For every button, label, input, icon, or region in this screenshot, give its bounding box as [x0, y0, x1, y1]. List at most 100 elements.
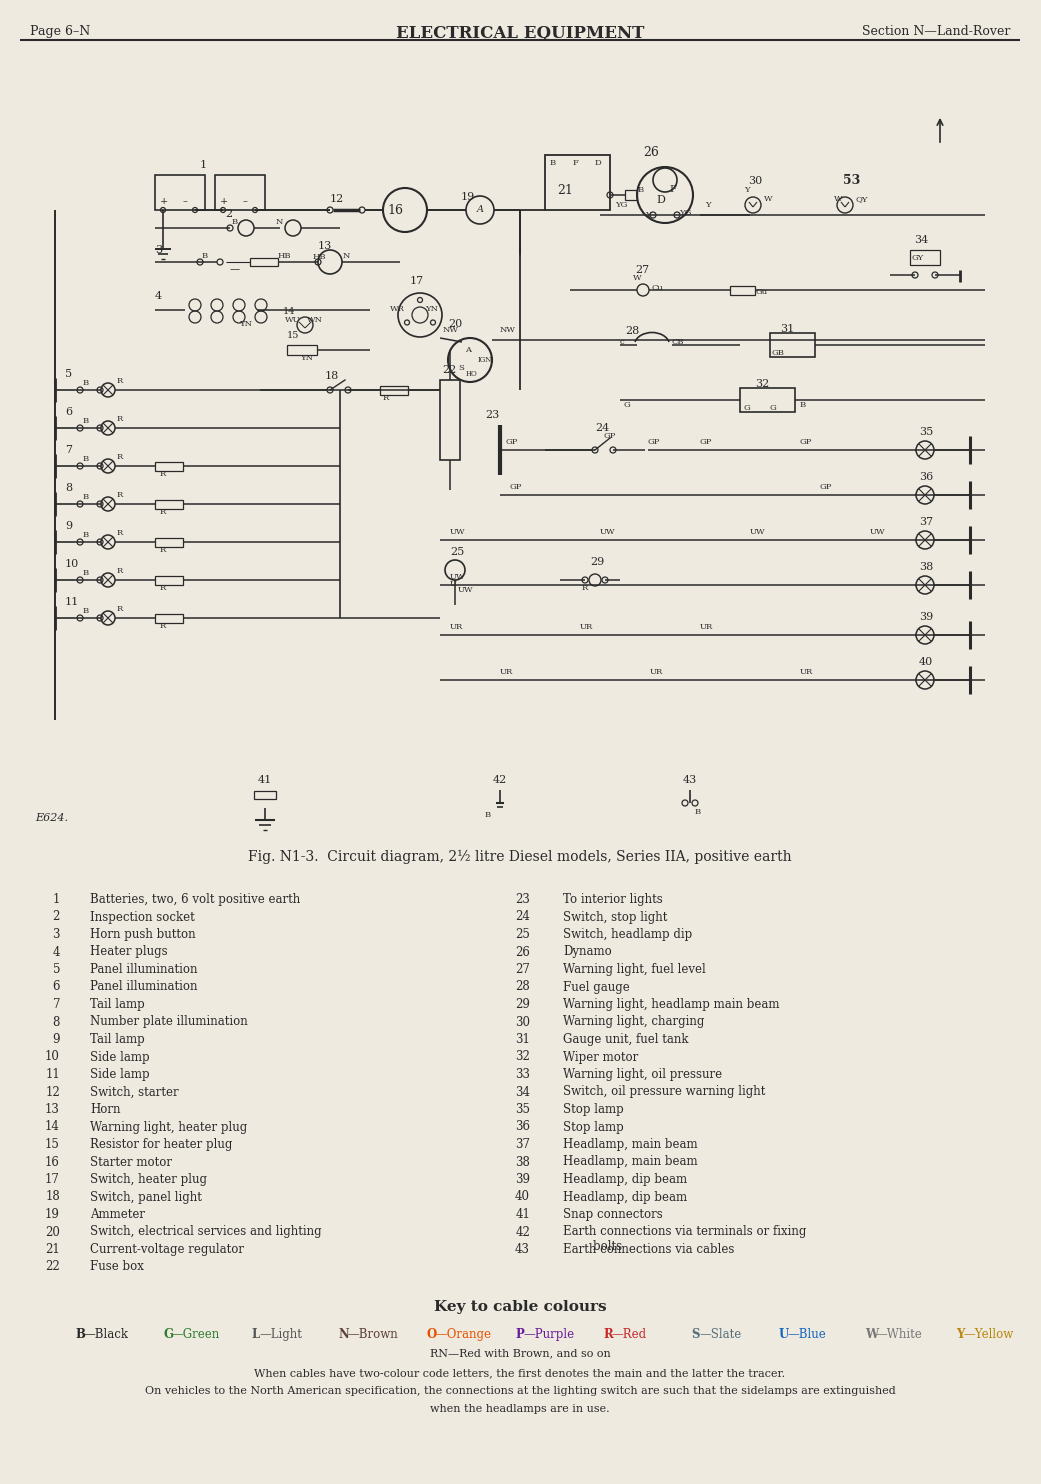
- Text: Starter motor: Starter motor: [90, 1156, 172, 1168]
- Text: Tail lamp: Tail lamp: [90, 999, 145, 1011]
- Text: 25: 25: [450, 548, 464, 556]
- Text: GP: GP: [603, 432, 615, 439]
- Text: Cu: Cu: [651, 283, 663, 292]
- Text: Inspection socket: Inspection socket: [90, 911, 195, 923]
- Text: W: W: [865, 1328, 879, 1342]
- Text: 10: 10: [65, 559, 79, 568]
- Text: +: +: [220, 197, 228, 206]
- Text: UR: UR: [580, 623, 593, 631]
- Text: –: –: [243, 197, 248, 206]
- Text: 41: 41: [258, 775, 272, 785]
- Text: 39: 39: [919, 611, 933, 622]
- Text: 14: 14: [45, 1120, 60, 1134]
- Text: —Purple: —Purple: [523, 1328, 575, 1342]
- Text: W: W: [633, 275, 641, 282]
- Text: —Brown: —Brown: [347, 1328, 398, 1342]
- Text: Wiper motor: Wiper motor: [563, 1051, 638, 1064]
- Text: L: L: [252, 1328, 260, 1342]
- Text: Switch, heater plug: Switch, heater plug: [90, 1172, 207, 1186]
- Text: 2: 2: [225, 209, 232, 220]
- Text: 31: 31: [780, 324, 794, 334]
- Text: 23: 23: [515, 893, 530, 907]
- Text: Warning light, charging: Warning light, charging: [563, 1015, 705, 1028]
- Text: U: U: [779, 1328, 789, 1342]
- Text: R: R: [117, 491, 123, 499]
- Text: 42: 42: [515, 1226, 530, 1239]
- Text: 6: 6: [52, 981, 60, 993]
- Text: 41: 41: [515, 1208, 530, 1221]
- Text: 31: 31: [515, 1033, 530, 1046]
- Text: Stop lamp: Stop lamp: [563, 1120, 624, 1134]
- Text: R: R: [117, 453, 123, 462]
- Text: S: S: [458, 364, 464, 372]
- Text: Switch, oil pressure warning light: Switch, oil pressure warning light: [563, 1085, 765, 1098]
- Text: GP: GP: [820, 482, 833, 491]
- Text: 1: 1: [53, 893, 60, 907]
- Text: CB: CB: [672, 338, 685, 346]
- Text: Key to cable colours: Key to cable colours: [434, 1300, 606, 1313]
- Text: A: A: [477, 205, 483, 215]
- Text: Y: Y: [645, 211, 651, 220]
- Text: HB: HB: [278, 252, 291, 260]
- Text: 14: 14: [283, 307, 296, 316]
- Text: B: B: [550, 159, 556, 168]
- Text: 20: 20: [45, 1226, 60, 1239]
- Bar: [250, 258, 278, 266]
- Text: Current-voltage regulator: Current-voltage regulator: [90, 1244, 244, 1255]
- Text: GB: GB: [772, 349, 785, 358]
- Bar: [380, 386, 408, 395]
- Text: 16: 16: [45, 1156, 60, 1168]
- Text: 3: 3: [52, 928, 60, 941]
- Text: YG: YG: [679, 209, 691, 217]
- Text: NW: NW: [500, 326, 516, 334]
- Text: GP: GP: [700, 438, 712, 447]
- Text: 26: 26: [643, 147, 659, 159]
- Text: when the headlamps are in use.: when the headlamps are in use.: [430, 1404, 610, 1414]
- Text: —Light: —Light: [259, 1328, 302, 1342]
- Text: Resistor for heater plug: Resistor for heater plug: [90, 1138, 232, 1152]
- Bar: [440, 380, 460, 460]
- Text: Heater plugs: Heater plugs: [90, 945, 168, 959]
- Text: Earth connections via terminals or fixing
        bolts: Earth connections via terminals or fixin…: [563, 1226, 807, 1254]
- Text: Headlamp, dip beam: Headlamp, dip beam: [563, 1190, 687, 1204]
- Text: R: R: [160, 585, 167, 592]
- Text: 4: 4: [155, 291, 162, 301]
- Text: WR: WR: [390, 306, 405, 313]
- Text: When cables have two-colour code letters, the first denotes the main and the lat: When cables have two-colour code letters…: [254, 1368, 786, 1379]
- Text: R: R: [117, 416, 123, 423]
- Text: Warning light, headlamp main beam: Warning light, headlamp main beam: [563, 999, 780, 1011]
- Text: W: W: [764, 194, 772, 203]
- Text: N: N: [338, 1328, 350, 1342]
- Text: 27: 27: [635, 266, 650, 275]
- Text: GP: GP: [648, 438, 660, 447]
- Text: N: N: [342, 252, 351, 260]
- Text: 42: 42: [492, 775, 507, 785]
- Text: UR: UR: [700, 623, 713, 631]
- Text: UW: UW: [600, 528, 615, 536]
- Text: Switch, panel light: Switch, panel light: [90, 1190, 202, 1204]
- Text: WU: WU: [285, 316, 301, 324]
- Text: Side lamp: Side lamp: [90, 1051, 150, 1064]
- Text: G: G: [623, 401, 630, 410]
- Text: 5: 5: [52, 963, 60, 976]
- Text: B: B: [799, 401, 806, 410]
- Bar: [155, 175, 205, 211]
- Text: 36: 36: [515, 1120, 530, 1134]
- Text: 5: 5: [65, 370, 72, 378]
- Text: Panel illumination: Panel illumination: [90, 963, 198, 976]
- Text: Gauge unit, fuel tank: Gauge unit, fuel tank: [563, 1033, 688, 1046]
- Text: B: B: [202, 252, 208, 260]
- Text: B: B: [83, 417, 90, 424]
- Text: 29: 29: [590, 556, 604, 567]
- Text: P: P: [515, 1328, 525, 1342]
- Text: 32: 32: [515, 1051, 530, 1064]
- Text: WN: WN: [307, 316, 323, 324]
- Text: ELECTRICAL EQUIPMENT: ELECTRICAL EQUIPMENT: [396, 25, 644, 42]
- Text: D: D: [657, 194, 665, 205]
- Text: 37: 37: [919, 516, 933, 527]
- Bar: [155, 500, 183, 509]
- Text: —Orange: —Orange: [435, 1328, 491, 1342]
- Text: B: B: [83, 607, 90, 614]
- Text: R: R: [160, 508, 167, 516]
- Bar: [770, 332, 815, 358]
